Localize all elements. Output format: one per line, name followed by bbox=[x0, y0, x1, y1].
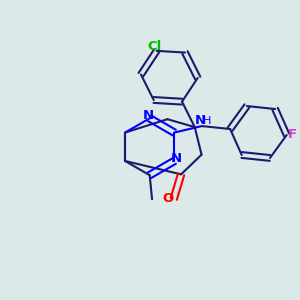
Text: O: O bbox=[162, 192, 174, 205]
Text: N: N bbox=[142, 109, 154, 122]
Text: N: N bbox=[195, 114, 206, 128]
Text: Cl: Cl bbox=[147, 40, 161, 52]
Text: H: H bbox=[203, 116, 211, 126]
Text: N: N bbox=[170, 152, 182, 165]
Text: F: F bbox=[288, 128, 297, 142]
